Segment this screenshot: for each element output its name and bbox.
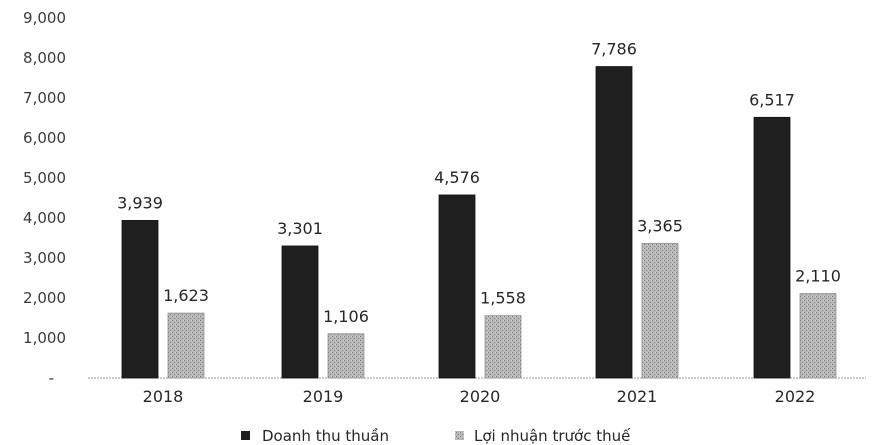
data-label-revenue: 7,786 — [591, 40, 637, 59]
y-tick-label: 3,000 — [23, 249, 66, 267]
y-tick-label: 5,000 — [23, 169, 66, 187]
y-tick-label: 6,000 — [23, 129, 66, 147]
bar-revenue — [121, 220, 159, 379]
legend-item-revenue: Doanh thu thuần — [241, 427, 389, 445]
legend-item-profit: Lợi nhuận trước thuế — [455, 427, 631, 445]
y-tick-label: - — [49, 369, 54, 387]
bar-profit — [484, 315, 522, 379]
bar-revenue — [753, 116, 791, 379]
y-tick-label: 7,000 — [23, 89, 66, 107]
bar-profit — [641, 242, 679, 379]
x-tick-label: 2019 — [303, 387, 344, 406]
data-label-revenue: 6,517 — [749, 90, 795, 109]
x-tick-label: 2022 — [775, 387, 816, 406]
bar-profit — [799, 293, 837, 379]
legend-swatch-revenue — [241, 431, 250, 440]
legend-label-profit: Lợi nhuận trước thuế — [474, 427, 631, 445]
legend-swatch-profit — [455, 431, 464, 440]
y-axis: - 1,000 2,000 3,000 4,000 5,000 6,000 7,000 8,00… — [23, 9, 66, 387]
data-label-revenue: 4,576 — [434, 168, 480, 187]
data-labels-group: 3,939 1,623 3,301 1,106 4,576 1,558 7,786 3,365… — [117, 40, 841, 326]
x-tick-label: 2021 — [617, 387, 658, 406]
bar-revenue — [438, 194, 476, 379]
legend: Doanh thu thuần Lợi nhuận trước thuế — [241, 427, 631, 445]
y-tick-label: 4,000 — [23, 209, 66, 227]
data-label-profit: 3,365 — [637, 216, 683, 235]
data-label-profit: 2,110 — [795, 267, 841, 286]
x-tick-label: 2018 — [143, 387, 184, 406]
data-label-profit: 1,106 — [323, 307, 369, 326]
bar-profit — [327, 333, 365, 379]
bar-revenue — [281, 245, 319, 379]
data-label-revenue: 3,301 — [277, 219, 323, 238]
data-label-revenue: 3,939 — [117, 193, 163, 212]
y-tick-label: 2,000 — [23, 289, 66, 307]
bars-group — [121, 66, 837, 379]
data-label-profit: 1,623 — [163, 286, 209, 305]
data-label-profit: 1,558 — [480, 289, 526, 308]
x-tick-label: 2020 — [460, 387, 501, 406]
bar-revenue — [595, 66, 633, 379]
y-tick-label: 1,000 — [23, 329, 66, 347]
x-axis: 2018 2019 2020 2021 2022 — [143, 387, 816, 406]
y-tick-label: 8,000 — [23, 49, 66, 67]
legend-label-revenue: Doanh thu thuần — [262, 427, 389, 445]
y-tick-label: 9,000 — [23, 9, 66, 27]
bar-profit — [167, 312, 205, 379]
